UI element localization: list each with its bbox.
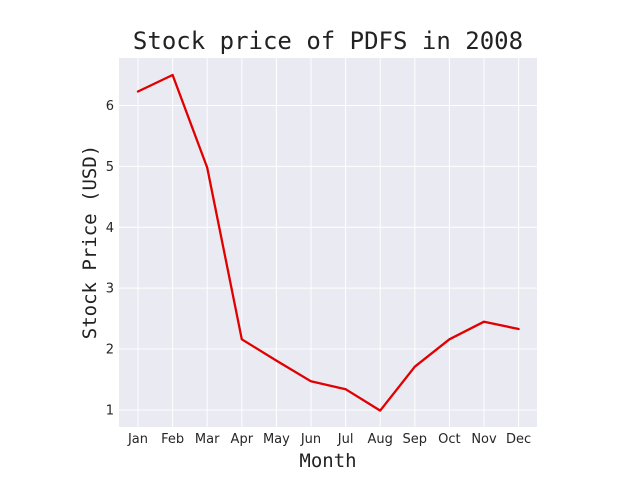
x-tick-label: Jan (127, 432, 148, 447)
x-tick-label: May (263, 432, 290, 447)
x-tick-label: Nov (471, 432, 497, 447)
y-tick-label: 2 (106, 343, 114, 358)
x-tick-label: Jul (337, 432, 354, 447)
y-tick-label: 4 (106, 221, 114, 236)
y-tick-labels: 1 2 3 4 5 6 (106, 99, 114, 418)
x-tick-label: Mar (195, 432, 220, 447)
x-tick-label: Apr (231, 432, 254, 447)
x-tick-label: Oct (438, 432, 460, 447)
y-axis-label: Stock Price (USD) (79, 145, 101, 339)
series-line (136, 73, 520, 412)
x-tick-labels: Jan Feb Mar Apr May Jun Jul Aug Sep Oct Nov Dec (127, 432, 531, 447)
x-tick-label: Dec (506, 432, 531, 447)
y-tick-label: 5 (106, 160, 114, 175)
chart-title: Stock price of PDFS in 2008 (133, 27, 523, 55)
y-tick-label: 1 (106, 403, 114, 418)
x-tick-label: Feb (161, 432, 184, 447)
grid (119, 58, 537, 427)
x-tick-label: Sep (403, 432, 428, 447)
x-tick-label: Jun (300, 432, 321, 447)
y-tick-label: 3 (106, 282, 114, 297)
series-layer (136, 73, 520, 412)
y-tick-label: 6 (106, 99, 114, 114)
x-tick-label: Aug (368, 432, 393, 447)
plot-area (119, 58, 537, 427)
x-axis-label: Month (299, 450, 356, 472)
